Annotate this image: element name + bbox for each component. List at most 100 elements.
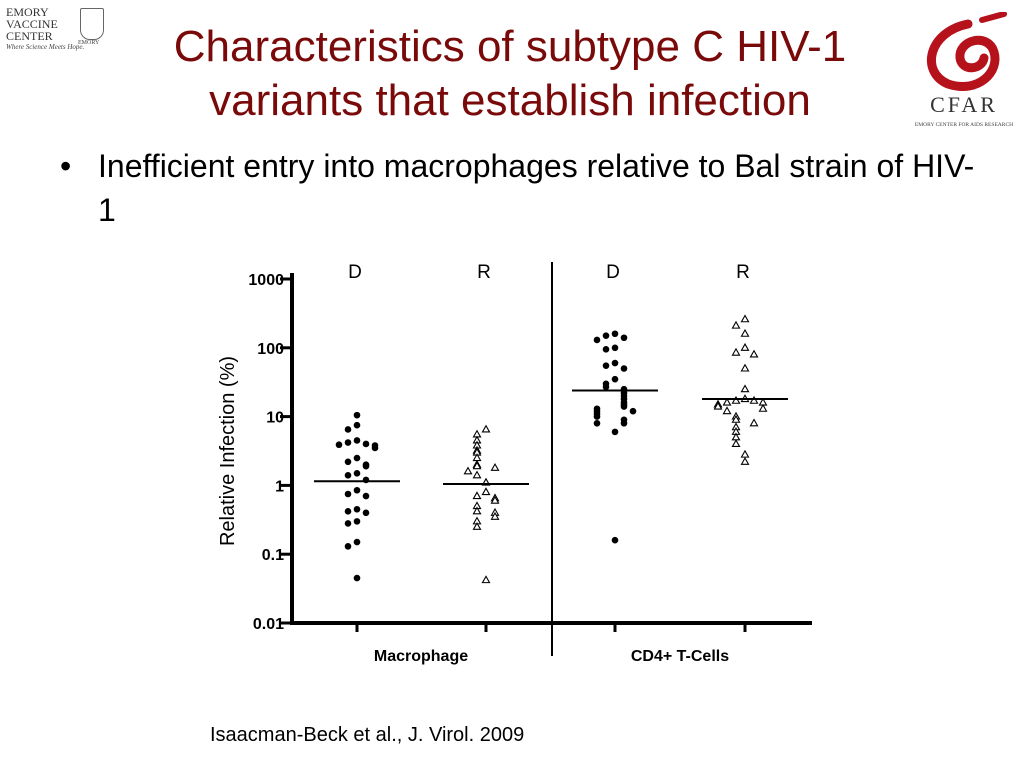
series-label: R	[477, 262, 491, 283]
data-point	[749, 418, 759, 427]
y-tick-label: 0.1	[262, 547, 284, 564]
series-label: R	[736, 262, 750, 283]
data-point	[629, 407, 637, 415]
data-point	[481, 487, 491, 496]
data-point	[490, 495, 500, 504]
data-point	[611, 330, 619, 338]
data-point	[362, 476, 370, 484]
data-point	[472, 521, 482, 530]
data-point	[749, 395, 759, 404]
data-point	[472, 461, 482, 470]
data-point	[353, 421, 361, 429]
data-point	[602, 383, 610, 391]
data-point	[472, 506, 482, 515]
data-point	[353, 574, 361, 582]
data-point	[481, 424, 491, 433]
data-point	[362, 492, 370, 500]
data-point	[490, 511, 500, 520]
bullet-text: Inefficient entry into macrophages relat…	[98, 148, 975, 228]
group-label: Macrophage	[374, 648, 468, 665]
data-point	[611, 359, 619, 367]
data-point	[472, 470, 482, 479]
data-point	[722, 406, 732, 415]
data-point	[731, 320, 741, 329]
data-point	[344, 439, 352, 446]
data-point	[344, 543, 352, 550]
data-point	[490, 462, 500, 471]
y-tick-label: 1	[275, 478, 284, 495]
data-point	[611, 344, 619, 352]
data-point	[472, 491, 482, 500]
data-point	[353, 454, 361, 462]
group-label: CD4+ T-Cells	[631, 648, 729, 665]
citation: Isaacman-Beck et al., J. Virol. 2009	[210, 724, 525, 746]
data-point	[611, 375, 619, 383]
emory-shield-icon	[80, 8, 104, 40]
data-point	[758, 403, 768, 412]
data-point	[353, 486, 361, 494]
bullet-dot-icon: •	[60, 148, 72, 184]
cfar-text: CFAR	[930, 92, 998, 117]
data-point	[353, 505, 361, 513]
logo-small-text: EMORY	[78, 40, 100, 46]
data-point	[344, 520, 352, 527]
data-point	[713, 401, 723, 410]
data-point	[353, 538, 361, 546]
y-tick-label: 0.01	[253, 616, 284, 633]
data-point	[740, 363, 750, 372]
cfar-logo: CFAR EMORY CENTER FOR AIDS RESEARCH	[915, 12, 1013, 128]
data-point	[362, 440, 370, 448]
data-point	[481, 575, 491, 584]
data-point	[731, 395, 741, 404]
data-point	[353, 437, 361, 444]
data-point	[353, 411, 361, 419]
series-label: D	[348, 262, 362, 283]
series-label: D	[606, 262, 620, 283]
data-point	[344, 458, 352, 466]
data-point	[344, 426, 352, 433]
logo-tagline: Where Science Meets Hope.	[6, 43, 85, 51]
data-point	[362, 462, 370, 470]
data-point	[335, 441, 343, 449]
data-point	[740, 314, 750, 323]
data-point	[620, 365, 628, 372]
data-point	[602, 346, 610, 353]
slide-title: Characteristics of subtype C HIV-1 varia…	[173, 22, 847, 125]
y-tick-label: 10	[266, 410, 284, 427]
logo-line-3: CENTER	[6, 29, 53, 43]
data-point	[593, 336, 601, 344]
cfar-subtext: EMORY CENTER FOR AIDS RESEARCH	[915, 122, 1013, 128]
data-point	[722, 397, 732, 406]
data-point	[731, 439, 741, 448]
data-point	[740, 384, 750, 393]
data-point	[344, 490, 352, 498]
data-point	[731, 347, 741, 356]
data-point	[602, 332, 610, 339]
data-point	[353, 469, 361, 477]
data-point	[620, 403, 628, 410]
data-point	[602, 362, 610, 369]
data-point	[353, 518, 361, 525]
data-point	[371, 444, 379, 452]
data-point	[611, 428, 619, 436]
y-tick-label: 1000	[248, 272, 284, 289]
y-tick-label: 100	[257, 341, 284, 358]
data-point	[620, 419, 628, 427]
data-point	[463, 466, 473, 475]
emory-vaccine-center-logo: EMORY VACCINE CENTER Where Science Meets…	[6, 6, 106, 54]
data-point	[740, 342, 750, 351]
data-point	[344, 508, 352, 515]
logo-line-1: EMORY	[6, 5, 49, 19]
data-point	[362, 509, 370, 517]
data-point	[740, 328, 750, 337]
data-point	[344, 472, 352, 479]
cfar-swoosh-icon	[927, 19, 1000, 91]
data-point	[731, 414, 741, 423]
data-point	[611, 536, 619, 544]
data-point	[620, 334, 628, 342]
data-point	[593, 413, 601, 420]
data-point	[740, 456, 750, 465]
data-point	[740, 449, 750, 458]
logo-line-2: VACCINE	[6, 17, 58, 31]
